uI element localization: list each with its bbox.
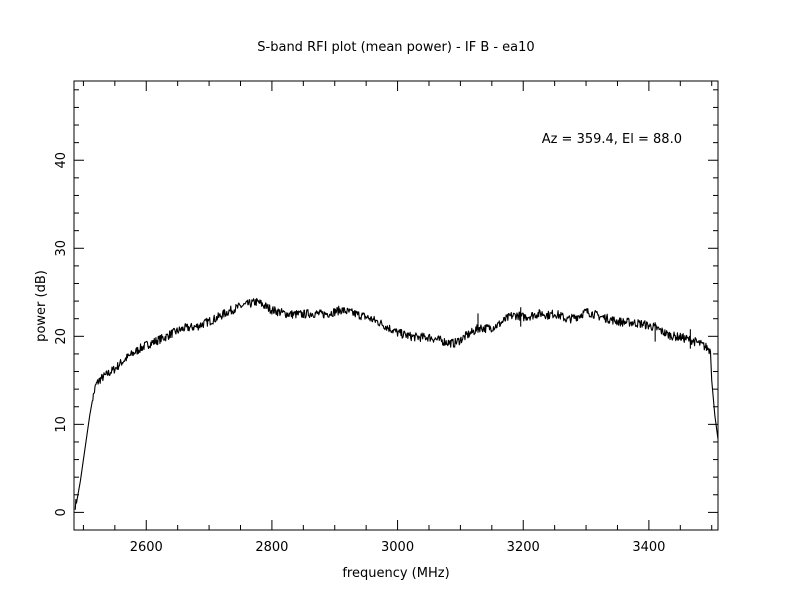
x-tick-label: 3400 (632, 540, 665, 555)
y-tick-label: 20 (54, 328, 69, 345)
series-line-0 (74, 297, 719, 510)
plot-frame (73, 80, 719, 531)
x-axis: frequency (MHz) (342, 566, 449, 581)
tick-labels: 2600 2800 3000 3200 3400 0 10 20 30 40 (54, 152, 665, 555)
y-tick-label: 0 (54, 508, 69, 516)
y-axis-label: power (dB) (34, 270, 49, 342)
x-tick-label: 2600 (130, 540, 163, 555)
axis-ticks (74, 81, 718, 531)
x-axis-label: frequency (MHz) (342, 566, 449, 581)
x-tick-label: 3200 (507, 540, 540, 555)
az-el-annotation: Az = 359.4, El = 88.0 (542, 132, 682, 147)
y-tick-label: 30 (54, 240, 69, 257)
x-tick-label: 3000 (381, 540, 414, 555)
data-series (74, 297, 719, 510)
y-tick-label: 40 (54, 152, 69, 169)
chart-title: S-band RFI plot (mean power) - IF B - ea… (257, 40, 534, 55)
y-axis: power (dB) (34, 270, 49, 342)
y-tick-label: 10 (54, 416, 69, 433)
x-tick-label: 2800 (255, 540, 288, 555)
